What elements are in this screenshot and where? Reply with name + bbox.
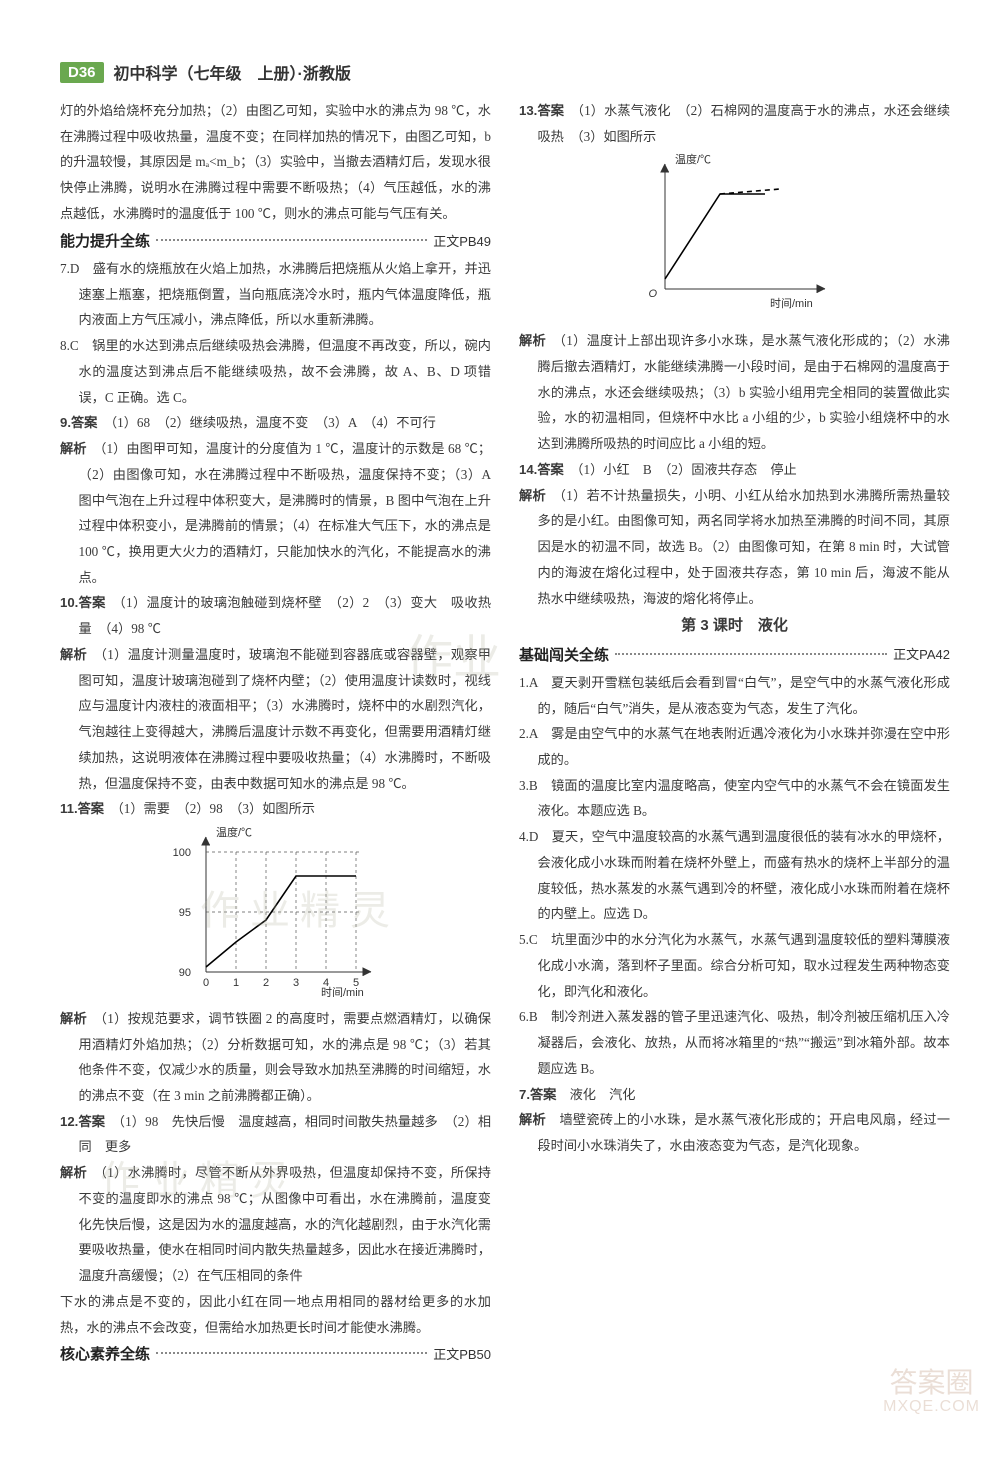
- section-basic: 基础闯关全练 正文PA42: [519, 641, 950, 670]
- answer-label: 13.答案: [519, 103, 564, 118]
- b7-answer: 7.答案 液化 汽化: [519, 1082, 950, 1108]
- lesson-title: 第 3 课时 液化: [519, 611, 950, 640]
- q12-explain-cont: 下水的沸点是不变的，因此小红在同一地点用相同的器材给更多的水加热，水的沸点不会改…: [60, 1289, 491, 1340]
- svg-text:90: 90: [178, 967, 190, 979]
- b1: 1.A 夏天剥开雪糕包装纸后会看到冒“白气”，是空气中的水蒸气液化形成的，随后“…: [519, 670, 950, 721]
- answer-label: 14.答案: [519, 462, 564, 477]
- section-name: 能力提升全练: [60, 227, 150, 256]
- intro-paragraph: 灯的外焰给烧杯充分加热；（2）由图乙可知，实验中水的沸点为 98 ℃，水在沸腾过…: [60, 98, 491, 227]
- svg-text:时间/min: 时间/min: [321, 986, 364, 997]
- q14-answer: 14.答案 （1）小红 B （2）固液共存态 停止: [519, 457, 950, 483]
- svg-text:温度/℃: 温度/℃: [216, 825, 252, 839]
- svg-text:2: 2: [262, 977, 268, 989]
- q7: 7.D 盛有水的烧瓶放在火焰上加热，水沸腾后把烧瓶从火焰上拿开，并迅速塞上瓶塞，…: [60, 256, 491, 333]
- q12-explain: 解析 （1）水沸腾时，尽管不断从外界吸热，但温度却保持不变，所保持不变的温度即水…: [60, 1160, 491, 1289]
- content-columns: 灯的外焰给烧杯充分加热；（2）由图乙可知，实验中水的沸点为 98 ℃，水在沸腾过…: [60, 98, 950, 1388]
- section-core: 核心素养全练 正文PB50: [60, 1340, 491, 1369]
- svg-text:95: 95: [178, 907, 190, 919]
- q10-explain: 解析 （1）温度计测量温度时，玻璃泡不能碰到容器底或容器壁，观察甲图可知，温度计…: [60, 642, 491, 796]
- chart-q11: 作 业 精 灵: [60, 822, 491, 1006]
- q13-answer: 13.答案 （1）水蒸气液化 （2）石棉网的温度高于水的沸点，水还会继续吸热 （…: [519, 98, 950, 149]
- q13-explain: 解析 （1）温度计上部出现许多小水珠，是水蒸气液化形成的；（2）水沸腾后撤去酒精…: [519, 328, 950, 457]
- q9-answer: 9.答案 （1）68 （2）继续吸热，温度不变 （3）A （4）不可行: [60, 410, 491, 436]
- svg-text:O: O: [648, 288, 657, 300]
- section-ability: 能力提升全练 正文PB49: [60, 227, 491, 256]
- b5: 5.C 坑里面沙中的水分汽化为水蒸气，水蒸气遇到温度较低的塑料薄膜液化成小水滴，…: [519, 927, 950, 1004]
- svg-text:温度/℃: 温度/℃: [675, 152, 711, 166]
- svg-text:时间/min: 时间/min: [770, 297, 813, 310]
- book-title: 初中科学（七年级 上册）·浙教版: [114, 60, 351, 84]
- section-name: 核心素养全练: [60, 1340, 150, 1369]
- answer-label: 10.答案: [60, 595, 106, 610]
- b2: 2.A 雾是由空气中的水蒸气在地表附近遇冷液化为小水珠并弥漫在空中形成的。: [519, 721, 950, 772]
- section-name: 基础闯关全练: [519, 641, 609, 670]
- svg-text:3: 3: [292, 977, 298, 989]
- answer-label: 9.答案: [60, 415, 97, 430]
- svg-text:1: 1: [232, 977, 238, 989]
- svg-text:100: 100: [172, 847, 190, 859]
- answer-label: 12.答案: [60, 1114, 105, 1129]
- b4: 4.D 夏天，空气中温度较高的水蒸气遇到温度很低的装有冰水的甲烧杯，会液化成小水…: [519, 824, 950, 927]
- explain-label: 解析: [519, 1112, 546, 1127]
- section-ref: 正文PA42: [893, 642, 950, 667]
- svg-text:0: 0: [202, 977, 208, 989]
- explain-label: 解析: [519, 333, 546, 348]
- explain-label: 解析: [60, 1165, 87, 1180]
- footer-watermark: 答案圈 MXQE.COM: [883, 1368, 980, 1416]
- page-number-badge: D36: [60, 62, 104, 83]
- section-ref: 正文PB49: [433, 229, 491, 254]
- b6: 6.B 制冷剂进入蒸发器的管子里迅速汽化、吸热，制冷剂被压缩机压入冷凝器后，会液…: [519, 1004, 950, 1081]
- answer-label: 11.答案: [60, 801, 104, 816]
- dot-leader: [615, 652, 887, 655]
- section-ref: 正文PB50: [433, 1342, 491, 1367]
- q10-answer: 10.答案 （1）温度计的玻璃泡触碰到烧杯壁 （2）2 （3）变大 吸收热量 （…: [60, 590, 491, 641]
- explain-label: 解析: [60, 647, 87, 662]
- explain-label: 解析: [60, 441, 87, 456]
- dot-leader: [156, 1351, 427, 1354]
- chart-q13: 温度/℃ 时间/min O: [519, 149, 950, 328]
- dot-leader: [156, 238, 427, 241]
- q11-explain: 解析 （1）按规范要求，调节铁圈 2 的高度时，需要点燃酒精灯，以确保用酒精灯外…: [60, 1006, 491, 1109]
- q11-answer: 11.答案 （1）需要 （2）98 （3）如图所示: [60, 796, 491, 822]
- q8: 8.C 锅里的水达到沸点后继续吸热会沸腾，但温度不再改变，所以，碗内水的温度达到…: [60, 333, 491, 410]
- explain-label: 解析: [60, 1011, 87, 1026]
- page-header: D36 初中科学（七年级 上册）·浙教版: [60, 60, 950, 84]
- q14-explain: 解析 （1）若不计热量损失，小明、小红从给水加热到水沸腾所需热量较多的是小红。由…: [519, 483, 950, 612]
- b3: 3.B 镜面的温度比室内温度略高，使室内空气中的水蒸气不会在镜面发生液化。本题应…: [519, 773, 950, 824]
- explain-label: 解析: [519, 488, 546, 503]
- answer-label: 7.答案: [519, 1087, 556, 1102]
- q9-explain: 解析 （1）由图甲可知，温度计的分度值为 1 ℃，温度计的示数是 68 ℃；（2…: [60, 436, 491, 590]
- b7-explain: 解析 墙壁瓷砖上的小水珠，是水蒸气液化形成的；开启电风扇，经过一段时间小水珠消失…: [519, 1107, 950, 1158]
- q12-answer: 12.答案 （1）98 先快后慢 温度越高，相同时间散失热量越多 （2）相同 更…: [60, 1109, 491, 1160]
